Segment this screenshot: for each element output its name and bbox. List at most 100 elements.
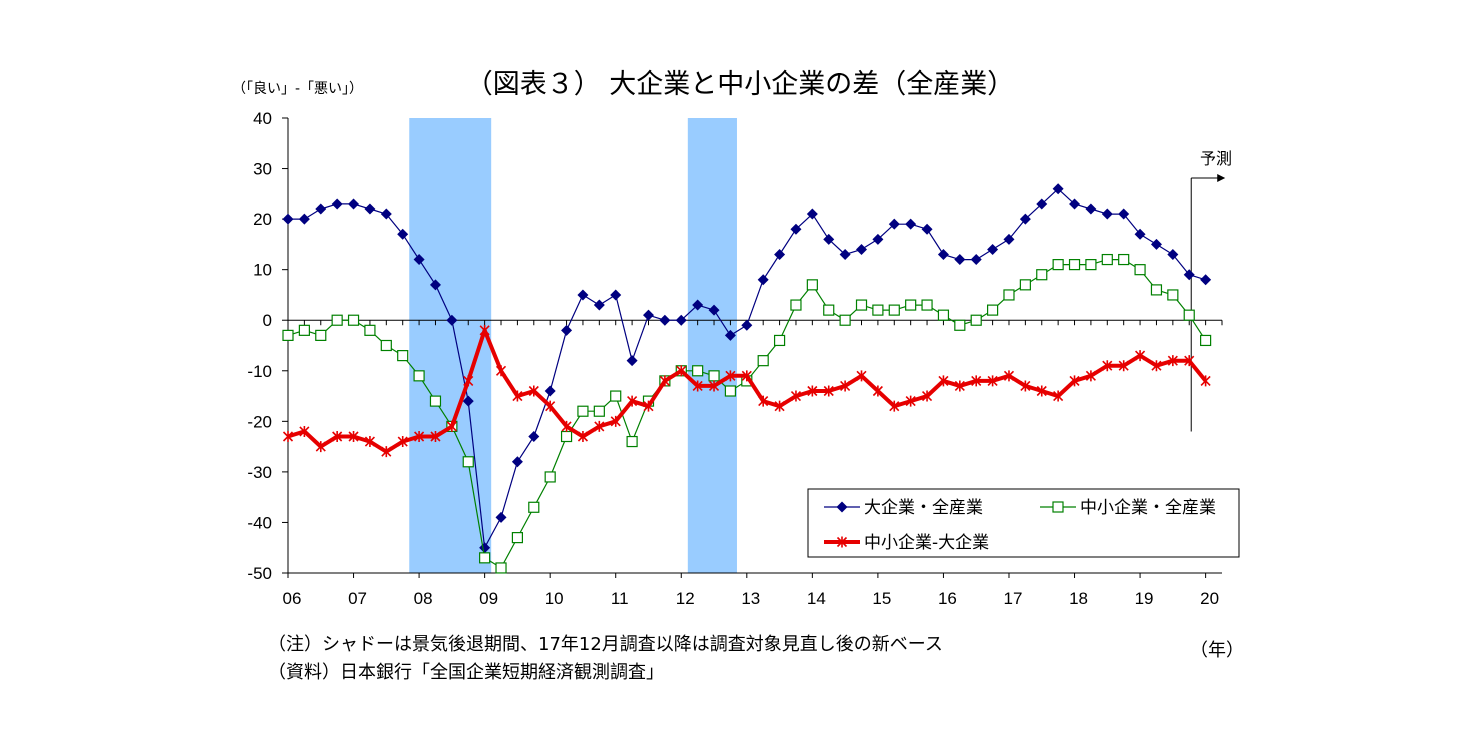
data-point-diamond xyxy=(954,254,966,266)
footnote-source: （資料）日本銀行「全国企業短期経済観測調査」 xyxy=(268,662,664,683)
data-point-asterisk xyxy=(1118,360,1129,372)
data-point-asterisk xyxy=(627,395,638,407)
data-point-square xyxy=(905,299,917,311)
data-point-square xyxy=(1052,259,1064,271)
data-point-asterisk xyxy=(1151,360,1162,372)
data-point-asterisk xyxy=(479,324,490,336)
data-point-diamond xyxy=(741,319,753,331)
y-tick-label: 30 xyxy=(253,160,272,179)
data-point-diamond xyxy=(888,218,900,230)
data-point-square xyxy=(692,365,704,377)
data-point-diamond xyxy=(1118,208,1130,220)
data-point-square xyxy=(1036,269,1048,281)
data-point-asterisk xyxy=(594,420,605,432)
data-point-diamond xyxy=(790,223,802,235)
data-point-asterisk xyxy=(1036,385,1047,397)
data-point-asterisk xyxy=(512,390,523,402)
data-point-asterisk xyxy=(1135,350,1146,362)
data-point-diamond xyxy=(774,249,786,260)
data-point-diamond xyxy=(1085,203,1097,215)
data-point-asterisk xyxy=(971,375,982,387)
data-point-asterisk xyxy=(758,395,769,407)
data-point-diamond xyxy=(348,198,360,210)
data-point-diamond xyxy=(905,218,917,230)
data-point-asterisk xyxy=(397,436,408,448)
data-point-asterisk xyxy=(282,431,294,442)
data-point-square xyxy=(954,319,966,331)
data-point-asterisk xyxy=(741,370,752,382)
x-axis-unit-label: （年） xyxy=(1190,640,1244,661)
data-point-asterisk xyxy=(1167,355,1178,367)
data-point-square xyxy=(331,314,343,326)
data-point-asterisk xyxy=(1003,370,1015,382)
data-point-diamond xyxy=(380,208,392,220)
data-point-square xyxy=(986,304,999,316)
data-point-diamond xyxy=(1036,198,1048,210)
data-point-square xyxy=(495,562,507,574)
data-point-diamond xyxy=(593,299,605,311)
data-point-square xyxy=(479,552,491,564)
legend-label: 中小企業・全産業 xyxy=(1080,498,1216,518)
data-point-square xyxy=(1068,259,1081,271)
data-point-asterisk xyxy=(840,380,851,392)
data-point-diamond xyxy=(724,329,736,341)
data-point-square xyxy=(839,314,851,326)
data-point-square xyxy=(429,395,442,407)
data-point-asterisk xyxy=(561,420,572,432)
data-point-diamond xyxy=(921,223,933,235)
legend-box xyxy=(807,488,1240,558)
data-point-asterisk xyxy=(872,385,883,397)
recession-shade-2 xyxy=(687,118,737,573)
data-point-diamond xyxy=(561,324,573,336)
y-tick-label: -50 xyxy=(247,564,272,583)
data-point-square xyxy=(937,309,950,321)
data-point-diamond xyxy=(836,501,848,513)
data-point-square xyxy=(724,385,737,397)
data-point-square xyxy=(1200,334,1212,347)
data-point-square xyxy=(560,430,573,443)
series-1 xyxy=(282,183,1212,554)
data-point-diamond xyxy=(1183,269,1195,281)
data-point-diamond xyxy=(757,274,769,286)
data-point-square xyxy=(1183,309,1195,321)
data-point-diamond xyxy=(413,254,425,266)
data-point-asterisk xyxy=(315,441,326,453)
data-point-asterisk xyxy=(643,400,654,412)
data-point-square xyxy=(888,304,900,316)
data-point-asterisk xyxy=(299,425,310,437)
data-point-square xyxy=(1118,253,1130,266)
data-point-diamond xyxy=(1200,274,1212,286)
data-point-square xyxy=(1150,284,1163,296)
data-point-diamond xyxy=(1069,198,1081,210)
data-point-asterisk xyxy=(577,431,589,442)
data-point-diamond xyxy=(1052,183,1064,195)
data-point-diamond xyxy=(970,254,982,266)
data-point-asterisk xyxy=(807,385,818,397)
legend-label: 中小企業-大企業 xyxy=(864,533,989,553)
data-point-square xyxy=(790,299,802,311)
data-point-square xyxy=(1019,279,1031,291)
data-point-diamond xyxy=(856,243,868,255)
axes-group: 40 30 20 10 0 -10 -20 -30 -40 -50 06 07 08 09 10 11 12 13… xyxy=(247,109,1223,608)
data-point-asterisk xyxy=(463,375,474,387)
data-point-diamond xyxy=(462,395,474,407)
x-tick-label: 20 xyxy=(1200,589,1219,608)
data-point-diamond xyxy=(298,213,310,225)
data-point-diamond xyxy=(495,511,507,523)
data-point-asterisk xyxy=(823,385,834,397)
y-tick-label: 10 xyxy=(253,261,272,280)
data-point-square xyxy=(380,339,392,352)
data-point-square xyxy=(970,314,982,326)
data-point-square xyxy=(773,334,786,347)
data-point-square xyxy=(364,324,376,336)
y-tick-label: 0 xyxy=(263,311,272,330)
x-tick-label: 15 xyxy=(872,589,891,608)
x-tick-label: 18 xyxy=(1069,589,1088,608)
x-tick-label: 19 xyxy=(1135,589,1154,608)
x-tick-label: 17 xyxy=(1004,589,1023,608)
data-point-square xyxy=(1052,501,1064,513)
data-point-diamond xyxy=(806,208,818,220)
data-point-square xyxy=(921,299,933,311)
data-point-asterisk xyxy=(938,375,949,387)
x-tick-label: 11 xyxy=(611,589,629,608)
